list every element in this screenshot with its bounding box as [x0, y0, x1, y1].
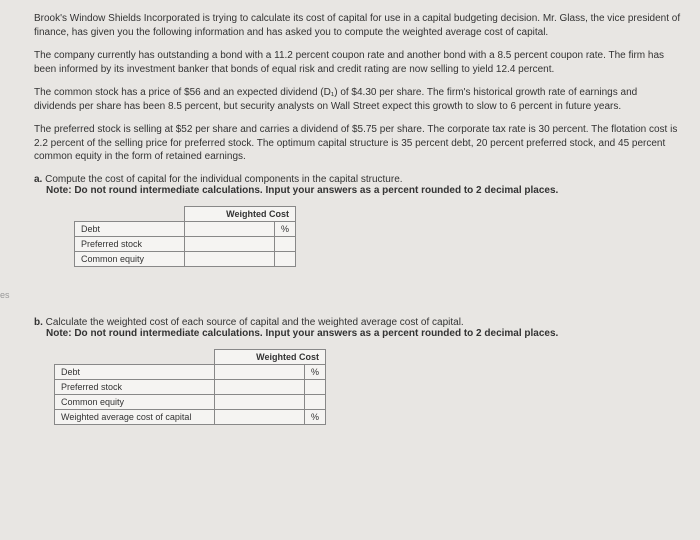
row-b-common-value[interactable]: [215, 394, 305, 409]
table-b-header: Weighted Cost: [215, 349, 326, 364]
page-marker: es: [0, 290, 10, 300]
pct-symbol-wacc: %: [305, 409, 326, 424]
table-a: Weighted Cost Debt % Preferred stock Com…: [74, 206, 296, 267]
question-a: a. Compute the cost of capital for the i…: [34, 174, 682, 196]
intro-paragraph: Brook's Window Shields Incorporated is t…: [34, 12, 682, 39]
row-b-debt-value[interactable]: [215, 364, 305, 379]
row-preferred-label: Preferred stock: [75, 236, 185, 251]
table-a-header: Weighted Cost: [185, 206, 296, 221]
row-common-value[interactable]: [185, 251, 275, 266]
row-b-preferred-value[interactable]: [215, 379, 305, 394]
question-b: b. Calculate the weighted cost of each s…: [34, 317, 682, 339]
paragraph-common-stock: The common stock has a price of $56 and …: [34, 86, 682, 113]
paragraph-preferred-stock: The preferred stock is selling at $52 pe…: [34, 123, 682, 164]
pct-symbol: %: [275, 221, 296, 236]
row-preferred-value[interactable]: [185, 236, 275, 251]
question-a-note: Note: Do not round intermediate calculat…: [34, 185, 682, 196]
row-b-common-label: Common equity: [55, 394, 215, 409]
paragraph-bonds: The company currently has outstanding a …: [34, 49, 682, 76]
row-debt-label: Debt: [75, 221, 185, 236]
question-b-note: Note: Do not round intermediate calculat…: [34, 328, 682, 339]
problem-content: Brook's Window Shields Incorporated is t…: [14, 12, 682, 425]
row-b-wacc-value[interactable]: [215, 409, 305, 424]
row-b-debt-label: Debt: [55, 364, 215, 379]
row-debt-value[interactable]: [185, 221, 275, 236]
pct-symbol-b: %: [305, 364, 326, 379]
row-common-label: Common equity: [75, 251, 185, 266]
row-b-preferred-label: Preferred stock: [55, 379, 215, 394]
row-b-wacc-label: Weighted average cost of capital: [55, 409, 215, 424]
question-a-label: a. Compute the cost of capital for the i…: [34, 174, 403, 185]
table-b: Weighted Cost Debt % Preferred stock Com…: [54, 349, 326, 425]
question-b-label: b. Calculate the weighted cost of each s…: [34, 317, 464, 328]
